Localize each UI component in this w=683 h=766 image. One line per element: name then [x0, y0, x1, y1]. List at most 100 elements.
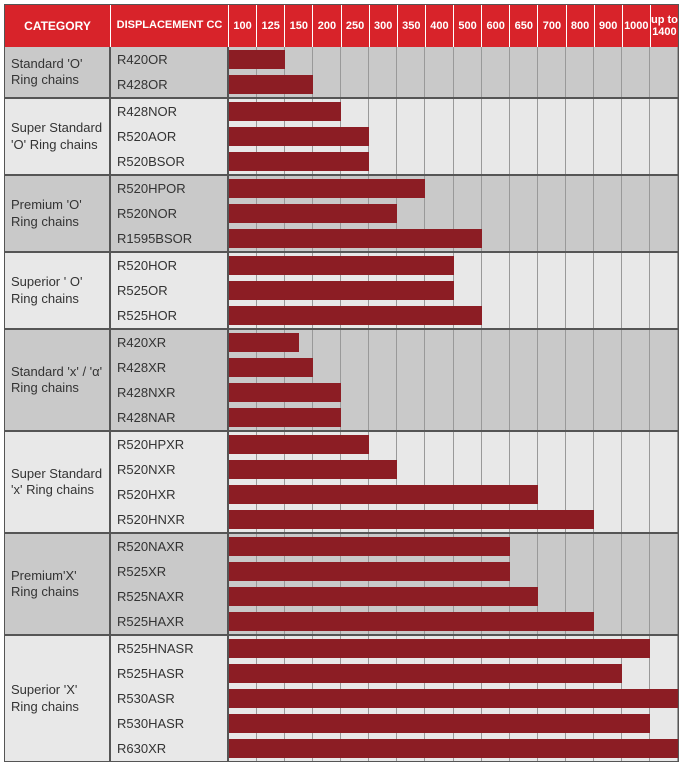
table-row: R420XR — [111, 330, 678, 355]
header-columns: 1001251502002503003504005006006507008009… — [229, 5, 678, 47]
table-row: R428XR — [111, 355, 678, 380]
grid-col — [594, 99, 622, 124]
table-row: R1595BSOR — [111, 226, 678, 251]
grid-col — [454, 457, 482, 482]
table-row: R428NAR — [111, 405, 678, 430]
product-code: R428XR — [111, 355, 229, 380]
grid-col — [482, 405, 510, 430]
range-bar — [229, 102, 341, 121]
bar-area — [229, 534, 678, 559]
grid-col — [538, 124, 566, 149]
range-bar — [229, 587, 538, 606]
header-col: 300 — [370, 5, 398, 47]
grid-col — [566, 380, 594, 405]
grid-col — [566, 124, 594, 149]
grid-col — [594, 507, 622, 532]
grid-col — [650, 507, 678, 532]
grid-col — [482, 124, 510, 149]
grid-col — [482, 432, 510, 457]
grid-col — [397, 99, 425, 124]
grid-col — [397, 330, 425, 355]
grid-col — [538, 47, 566, 72]
grid-col — [594, 559, 622, 584]
grid-col — [397, 72, 425, 97]
grid-col — [313, 355, 341, 380]
product-code: R520NOR — [111, 201, 229, 226]
table-row: R428NOR — [111, 99, 678, 124]
grid-col — [425, 330, 453, 355]
grid-col — [369, 432, 397, 457]
range-bar — [229, 75, 313, 94]
grid-col — [538, 226, 566, 251]
grid-col — [510, 176, 538, 201]
bar-area — [229, 176, 678, 201]
range-bar — [229, 537, 510, 556]
grid-col — [594, 584, 622, 609]
grid-col — [622, 176, 650, 201]
product-code: R520BSOR — [111, 149, 229, 174]
grid-col — [482, 176, 510, 201]
grid-col — [425, 176, 453, 201]
grid-col — [425, 72, 453, 97]
table-row: R530ASR — [111, 686, 678, 711]
grid-col — [397, 432, 425, 457]
bar-area — [229, 380, 678, 405]
grid-col — [594, 457, 622, 482]
product-code: R428NOR — [111, 99, 229, 124]
category-group: Standard 'x' / 'α' Ring chainsR420XRR428… — [5, 328, 678, 430]
grid-col — [510, 559, 538, 584]
grid-col — [369, 380, 397, 405]
grid-col — [510, 47, 538, 72]
category-label: Superior ' O' Ring chains — [5, 253, 111, 328]
grid-col — [313, 47, 341, 72]
range-bar — [229, 306, 482, 325]
product-code: R525NAXR — [111, 584, 229, 609]
grid-col — [566, 47, 594, 72]
grid-col — [622, 303, 650, 328]
category-rows: R520HPXRR520NXRR520HXRR520HNXR — [111, 432, 678, 532]
bar-area — [229, 507, 678, 532]
grid-col — [369, 47, 397, 72]
table-row: R520HPXR — [111, 432, 678, 457]
grid-col — [538, 380, 566, 405]
grid-col — [622, 355, 650, 380]
range-bar — [229, 204, 397, 223]
product-code: R428OR — [111, 72, 229, 97]
grid-col — [454, 432, 482, 457]
product-code: R525HAXR — [111, 609, 229, 634]
grid-col — [622, 330, 650, 355]
grid-col — [482, 47, 510, 72]
grid-col — [341, 355, 369, 380]
grid-col — [397, 380, 425, 405]
product-code: R520HXR — [111, 482, 229, 507]
product-code: R530HASR — [111, 711, 229, 736]
bar-area — [229, 457, 678, 482]
grid-col — [510, 432, 538, 457]
grid-col — [566, 559, 594, 584]
grid-col — [454, 99, 482, 124]
grid-col — [650, 124, 678, 149]
range-bar — [229, 639, 650, 658]
table-row: R525HOR — [111, 303, 678, 328]
category-label: Premium 'O' Ring chains — [5, 176, 111, 251]
bar-area — [229, 72, 678, 97]
grid-col — [566, 149, 594, 174]
grid-col — [425, 47, 453, 72]
grid-col — [538, 99, 566, 124]
grid-col — [510, 457, 538, 482]
grid-col — [650, 226, 678, 251]
grid-col — [454, 278, 482, 303]
grid-col — [538, 201, 566, 226]
category-rows: R520HORR525ORR525HOR — [111, 253, 678, 328]
category-rows: R520NAXRR525XRR525NAXRR525HAXR — [111, 534, 678, 634]
table-row: R520HNXR — [111, 507, 678, 532]
grid-col — [425, 457, 453, 482]
bar-area — [229, 711, 678, 736]
category-group: Premium'X' Ring chainsR520NAXRR525XRR525… — [5, 532, 678, 634]
grid-col — [482, 303, 510, 328]
bar-area — [229, 278, 678, 303]
bar-area — [229, 432, 678, 457]
grid-col — [650, 355, 678, 380]
table-row: R525NAXR — [111, 584, 678, 609]
header-col: 900 — [595, 5, 623, 47]
